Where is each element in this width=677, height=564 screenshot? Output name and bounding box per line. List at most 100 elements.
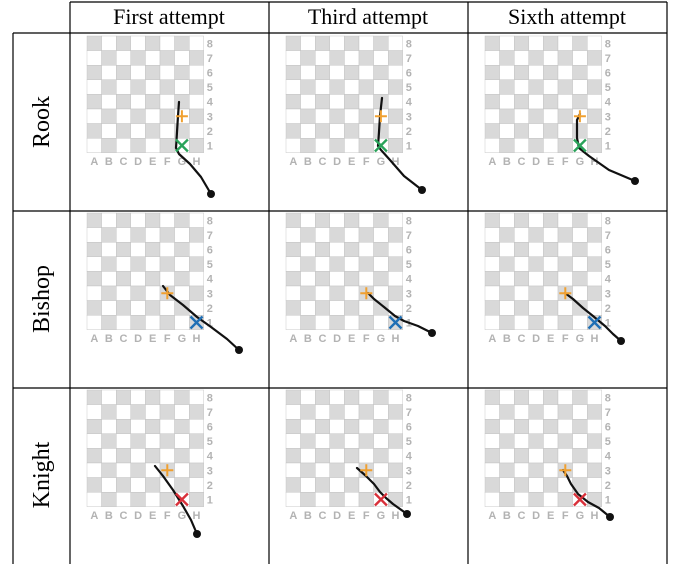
board-square: [358, 404, 374, 420]
board-square: [373, 212, 389, 228]
file-label: D: [532, 510, 540, 522]
board-square: [116, 108, 132, 124]
board-square: [572, 404, 588, 420]
board-square: [285, 462, 301, 478]
board-square: [484, 448, 500, 464]
file-label: A: [90, 510, 98, 522]
board-square: [329, 314, 345, 330]
board-square: [514, 50, 530, 66]
board-square: [572, 462, 588, 478]
rank-label: 2: [406, 303, 412, 315]
rank-label: 2: [207, 303, 213, 315]
board-square: [373, 256, 389, 272]
rank-label: 3: [605, 465, 611, 477]
board-square: [329, 212, 345, 228]
board-square: [543, 462, 559, 478]
file-label: F: [164, 333, 171, 345]
board-square: [101, 227, 117, 243]
board-square: [315, 242, 331, 258]
board-square: [145, 65, 161, 81]
board-square: [528, 285, 544, 301]
board-square: [572, 285, 588, 301]
rank-label: 7: [406, 230, 412, 242]
board-square: [484, 50, 500, 66]
board-square: [101, 389, 117, 405]
file-label: E: [547, 156, 554, 168]
board-square: [514, 462, 530, 478]
board-square: [159, 79, 175, 95]
file-label: G: [377, 333, 386, 345]
board-square: [86, 433, 102, 449]
board-square: [543, 491, 559, 507]
start-plus-marker: [161, 287, 174, 300]
board-square: [344, 108, 360, 124]
board-square: [315, 477, 331, 493]
board-square: [285, 314, 301, 330]
board-square: [159, 256, 175, 272]
file-label: G: [178, 333, 187, 345]
chessboard: A B C D E F G H1 2 3 4 5 6 7 8: [484, 212, 625, 345]
file-label: G: [377, 510, 386, 522]
chessboard: A B C D E F G H1 2 3 4 5 6 7 8: [484, 389, 614, 522]
board-square: [315, 419, 331, 435]
file-label: C: [120, 156, 128, 168]
trajectory-path: [563, 291, 623, 343]
board-square: [344, 477, 360, 493]
board-square: [586, 50, 602, 66]
rank-label: 5: [605, 436, 611, 448]
board-square: [344, 433, 360, 449]
board-square: [188, 404, 204, 420]
board-square: [499, 35, 515, 51]
target-x-marker: [573, 492, 587, 507]
board-square: [188, 462, 204, 478]
board-square: [358, 256, 374, 272]
rank-label: 3: [207, 111, 213, 123]
board-square: [543, 389, 559, 405]
board-square: [116, 212, 132, 228]
board-square: [329, 79, 345, 95]
board-square: [373, 314, 389, 330]
board-square: [130, 65, 146, 81]
board-square: [101, 462, 117, 478]
board-square: [130, 108, 146, 124]
board-square: [499, 389, 515, 405]
board-square: [387, 404, 403, 420]
file-label: G: [576, 333, 585, 345]
board-square: [285, 137, 301, 153]
board-square: [116, 256, 132, 272]
board-square: [358, 419, 374, 435]
board-square: [528, 79, 544, 95]
file-label: D: [333, 333, 341, 345]
board-square: [315, 389, 331, 405]
board-square: [373, 79, 389, 95]
board-square: [387, 271, 403, 287]
board-square: [572, 35, 588, 51]
board-square: [344, 35, 360, 51]
board-square: [557, 227, 573, 243]
board-square: [514, 65, 530, 81]
rank-label: 7: [406, 53, 412, 65]
board-square: [130, 462, 146, 478]
file-label: A: [488, 510, 496, 522]
board-square: [188, 212, 204, 228]
board-square: [557, 389, 573, 405]
board-square: [344, 300, 360, 316]
board-square: [586, 462, 602, 478]
board-square: [315, 448, 331, 464]
board-square: [528, 35, 544, 51]
board-square: [514, 35, 530, 51]
file-label: D: [134, 156, 142, 168]
file-label: H: [193, 156, 201, 168]
board-square: [159, 123, 175, 139]
board-square: [543, 271, 559, 287]
rank-label: 7: [207, 230, 213, 242]
board-square: [159, 491, 175, 507]
board-square: [329, 35, 345, 51]
board-square: [344, 94, 360, 110]
board-square: [586, 35, 602, 51]
file-label: H: [392, 510, 400, 522]
board-square: [586, 448, 602, 464]
board-square: [159, 300, 175, 316]
board-square: [116, 491, 132, 507]
board-square: [543, 242, 559, 258]
